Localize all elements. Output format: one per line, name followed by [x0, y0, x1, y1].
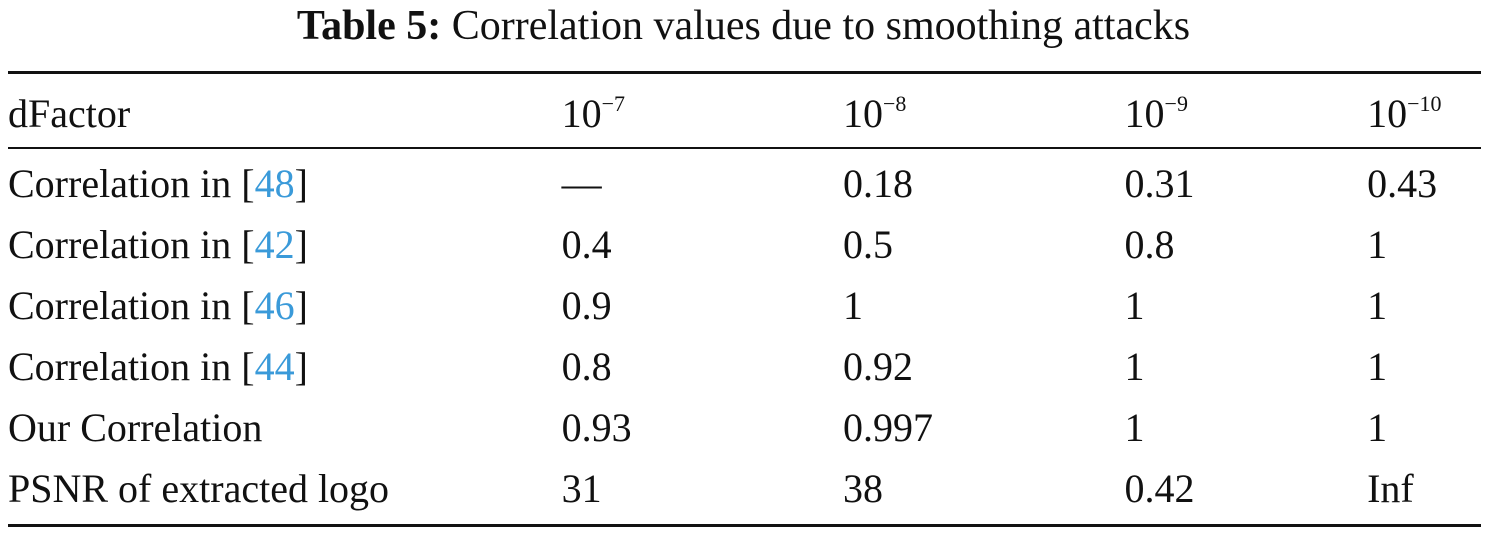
table-cell: Inf — [1367, 466, 1414, 511]
header-dfactor: dFactor — [8, 90, 131, 136]
table-cell: 0.93 — [561, 405, 632, 450]
citation-link[interactable]: 48 — [254, 161, 295, 206]
row-label: Correlation in [42] — [8, 222, 308, 267]
table-cell: 1 — [1367, 344, 1388, 389]
table-cell: 1 — [1124, 283, 1145, 328]
table-caption-text: Correlation values due to smoothing atta… — [451, 3, 1191, 49]
table-row: Correlation in [44] 0.8 0.92 1 1 — [8, 336, 1487, 397]
table-row: Correlation in [48] — 0.18 0.31 0.43 — [8, 153, 1487, 214]
table-row: Our Correlation 0.93 0.997 1 1 — [8, 397, 1487, 458]
table-caption: Table 5: Correlation values due to smoot… — [0, 0, 1487, 60]
row-label: Our Correlation — [8, 405, 263, 450]
table-cell: 1 — [1124, 405, 1145, 450]
table-cell: — — [561, 161, 602, 206]
table-cell: 0.92 — [843, 344, 914, 389]
citation-link[interactable]: 42 — [254, 222, 295, 267]
header-col-1: 10−7 — [561, 90, 625, 136]
correlation-table: dFactor 10−7 10−8 10−9 10−10 Correlation… — [8, 78, 1487, 519]
table-cell: 0.8 — [1124, 222, 1175, 267]
citation-link[interactable]: 44 — [254, 344, 295, 389]
table-cell: 0.43 — [1367, 161, 1438, 206]
row-label: Correlation in [46] — [8, 283, 308, 328]
row-label: Correlation in [48] — [8, 161, 308, 206]
row-label: PSNR of extracted logo — [8, 466, 390, 511]
header-rule — [8, 147, 1481, 149]
table-cell: 1 — [1367, 222, 1388, 267]
citation-link[interactable]: 46 — [254, 283, 295, 328]
bottom-rule — [8, 524, 1481, 527]
table-row: Correlation in [46] 0.9 1 1 1 — [8, 275, 1487, 336]
header-col-2: 10−8 — [843, 90, 907, 136]
table-row: Correlation in [42] 0.4 0.5 0.8 1 — [8, 214, 1487, 275]
table-cell: 0.5 — [843, 222, 894, 267]
row-label: Correlation in [44] — [8, 344, 308, 389]
table-cell: 0.18 — [843, 161, 914, 206]
table-cell: 1 — [1124, 344, 1145, 389]
table-cell: 1 — [843, 283, 864, 328]
table-cell: 0.4 — [561, 222, 612, 267]
table-cell: 38 — [843, 466, 884, 511]
table-caption-label: Table 5: — [296, 3, 442, 49]
table-cell: 1 — [1367, 283, 1388, 328]
top-rule — [8, 71, 1481, 74]
header-col-4: 10−10 — [1367, 90, 1442, 136]
header-col-3: 10−9 — [1124, 90, 1188, 136]
table-cell: 31 — [561, 466, 602, 511]
table-row: PSNR of extracted logo 31 38 0.42 Inf — [8, 458, 1487, 519]
table-header-row: dFactor 10−7 10−8 10−9 10−10 — [8, 78, 1487, 148]
table-cell: 0.997 — [843, 405, 934, 450]
table-cell: 0.42 — [1124, 466, 1195, 511]
table-cell: 0.9 — [561, 283, 612, 328]
table-cell: 0.8 — [561, 344, 612, 389]
table-cell: 0.31 — [1124, 161, 1195, 206]
table-cell: 1 — [1367, 405, 1388, 450]
